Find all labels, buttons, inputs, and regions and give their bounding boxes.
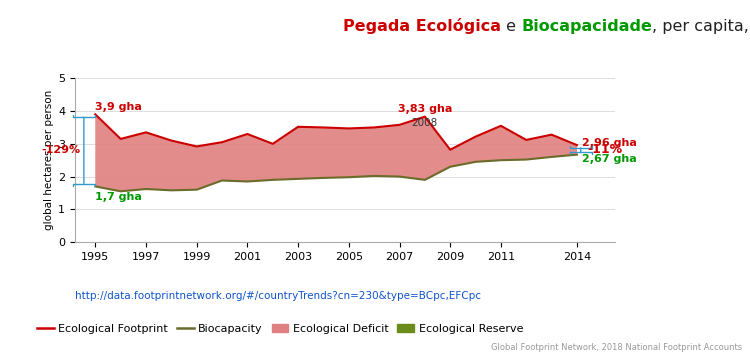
Text: -129%: -129% — [41, 145, 80, 155]
Text: -11%: -11% — [587, 143, 622, 156]
Text: 2008: 2008 — [412, 118, 438, 128]
Text: 2,67 gha: 2,67 gha — [582, 153, 637, 163]
Text: 2,96 gha: 2,96 gha — [582, 137, 637, 147]
Y-axis label: global hectares per person: global hectares per person — [44, 90, 54, 230]
Text: Biocapacidade: Biocapacidade — [521, 19, 652, 34]
Text: http://data.footprintnetwork.org/#/countryTrends?cn=230&type=BCpc,EFCpc: http://data.footprintnetwork.org/#/count… — [75, 291, 481, 301]
Text: 1,7 gha: 1,7 gha — [95, 192, 142, 202]
Legend: Ecological Footprint, Biocapacity, Ecological Deficit, Ecological Reserve: Ecological Footprint, Biocapacity, Ecolo… — [33, 319, 527, 338]
Text: 3,9 gha: 3,9 gha — [95, 102, 142, 112]
Text: 3,83 gha: 3,83 gha — [398, 104, 452, 114]
Text: e: e — [501, 19, 521, 34]
Text: Global Footprint Network, 2018 National Footprint Accounts: Global Footprint Network, 2018 National … — [491, 344, 742, 352]
Text: , per capita, Ucrânia: 1961-2014: , per capita, Ucrânia: 1961-2014 — [652, 18, 750, 34]
Text: Pegada Ecológica: Pegada Ecológica — [343, 18, 501, 34]
